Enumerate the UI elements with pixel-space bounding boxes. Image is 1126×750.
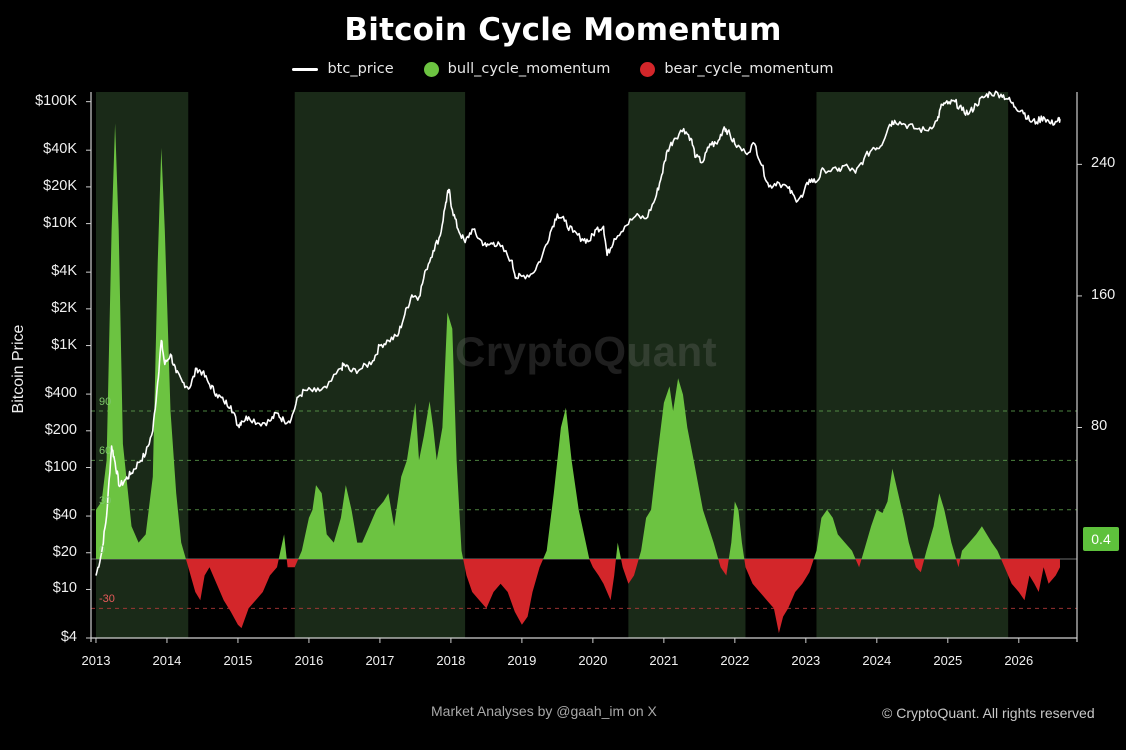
left-tick-label: $40 — [52, 507, 77, 524]
left-tick-label: $2K — [51, 299, 77, 316]
momentum-level-label: 90 — [99, 396, 112, 409]
legend: btc_price bull_cycle_momentum bear_cycle… — [0, 61, 1126, 77]
momentum-level-label: 0 — [99, 544, 106, 557]
x-tick-label: 2017 — [365, 653, 395, 668]
chart-axes — [86, 92, 1082, 643]
x-tick-label: 2024 — [862, 653, 892, 668]
momentum-level-label: -30 — [99, 593, 115, 606]
current-value-badge: 0.4 — [1083, 527, 1119, 551]
legend-line-swatch — [292, 67, 319, 71]
legend-dot-swatch — [640, 61, 656, 77]
left-tick-label: $4 — [60, 629, 77, 645]
btc-price-layer — [95, 90, 1061, 576]
watermark: CryptoQuant — [455, 328, 718, 375]
x-tick-label: 2025 — [933, 653, 963, 668]
chart-title: Bitcoin Cycle Momentum — [344, 12, 782, 48]
left-tick-label: $400 — [44, 385, 77, 402]
legend-label: btc_price — [327, 61, 394, 77]
legend-item-bear[interactable]: bear_cycle_momentum — [640, 61, 834, 77]
left-tick-label: $100 — [44, 458, 77, 475]
x-tick-label: 2026 — [1004, 653, 1034, 668]
x-tick-label: 2021 — [649, 653, 679, 668]
left-tick-label: $40K — [43, 141, 77, 158]
legend-dot-swatch — [423, 61, 439, 77]
y-axis-label: Bitcoin Price — [10, 324, 27, 414]
footer-credit: Market Analyses by @gaah_im on X — [431, 703, 657, 719]
bear-momentum-area — [185, 559, 1060, 634]
momentum-areas — [95, 123, 1060, 634]
x-tick-label: 2013 — [81, 653, 111, 668]
left-tick-label: $10K — [43, 214, 77, 231]
legend-item-bull[interactable]: bull_cycle_momentum — [423, 61, 611, 77]
right-tick-label: 240 — [1091, 155, 1116, 172]
left-tick-label: $200 — [44, 421, 77, 438]
x-tick-label: 2018 — [436, 653, 466, 668]
x-tick-label: 2016 — [294, 653, 324, 668]
footer-copyright: © CryptoQuant. All rights reserved — [882, 705, 1095, 721]
right-tick-label: 160 — [1091, 286, 1116, 303]
x-tick-label: 2023 — [791, 653, 821, 668]
x-tick-label: 2020 — [578, 653, 608, 668]
btc-price-line — [95, 90, 1061, 576]
x-tick-label: 2019 — [507, 653, 537, 668]
momentum-level-label: 30 — [99, 494, 112, 507]
legend-label: bull_cycle_momentum — [447, 61, 611, 77]
left-tick-label: $20 — [52, 543, 77, 560]
right-tick-label: 80 — [1091, 418, 1108, 435]
left-tick-label: $100K — [35, 92, 77, 109]
legend-item-btc-price[interactable]: btc_price — [292, 61, 394, 77]
left-tick-label: $4K — [51, 263, 77, 280]
momentum-level-label: 60 — [99, 445, 112, 458]
left-tick-label: $10 — [52, 580, 77, 597]
x-tick-label: 2014 — [152, 653, 182, 668]
left-tick-label: $20K — [43, 177, 77, 194]
legend-label: bear_cycle_momentum — [664, 61, 834, 77]
x-tick-label: 2015 — [223, 653, 253, 668]
x-tick-label: 2022 — [720, 653, 750, 668]
left-tick-label: $1K — [51, 336, 77, 353]
